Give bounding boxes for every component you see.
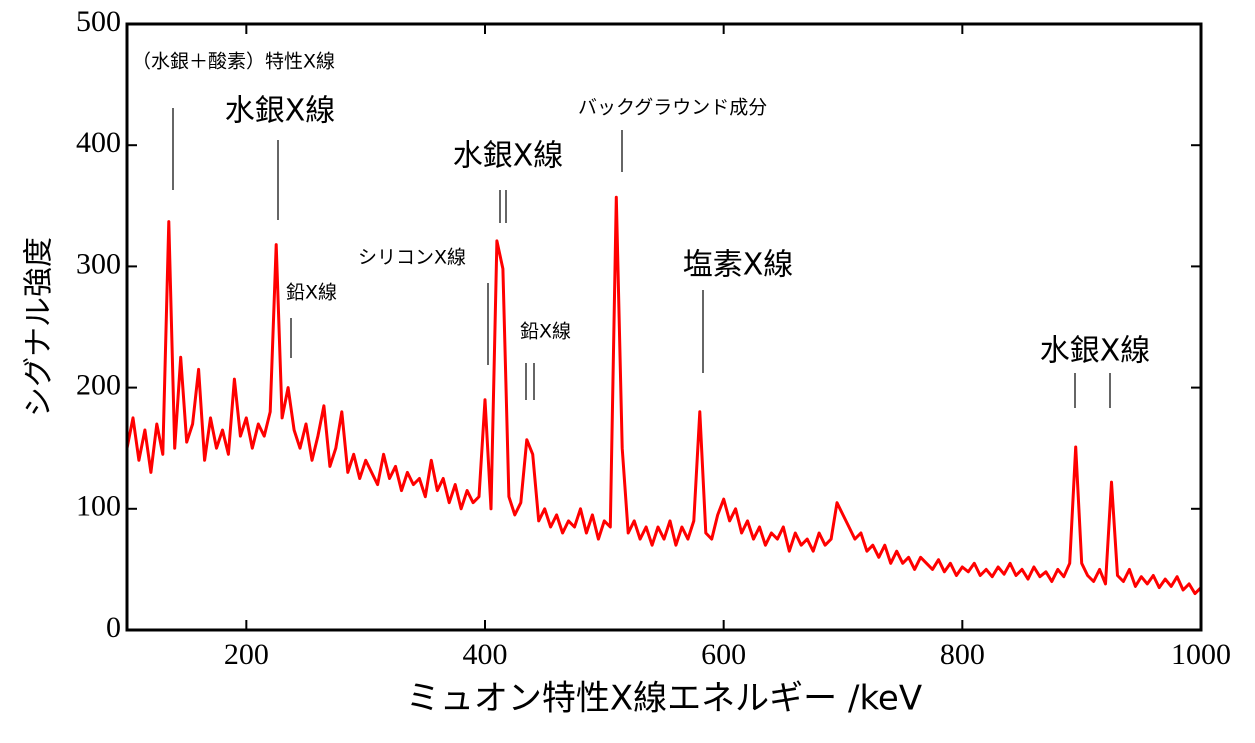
annotation: シリコンX線 [358,247,466,269]
annotation: 塩素X線 [683,248,794,283]
y-tick-label: 400 [76,126,121,159]
x-tick-label: 1000 [1171,638,1231,671]
annotation: バックグラウンド成分 [578,97,767,119]
y-tick-label: 0 [106,611,121,644]
annotation: 水銀X線 [1040,334,1151,369]
y-tick-label: 500 [76,5,121,38]
x-tick-label: 600 [701,638,746,671]
x-axis-label: ミュオン特性X線エネルギー /keV [406,679,922,719]
plot-frame [125,22,1203,632]
x-tick-label: 400 [463,638,508,671]
x-tick-label: 800 [940,638,985,671]
annotation: 水銀X線 [453,139,564,174]
data-line [125,195,1203,596]
annotation: 水銀X線 [225,94,336,129]
annotation: （水銀＋酸素）特性X線 [132,51,335,73]
y-tick-label: 100 [76,490,121,523]
annotation: 鉛X線 [520,321,571,343]
x-tick-label: 200 [224,638,269,671]
annotation: 鉛X線 [286,282,337,304]
y-tick-label: 200 [76,368,121,401]
y-axis-label: シグナル強度 [22,237,57,417]
y-tick-label: 300 [76,247,121,280]
